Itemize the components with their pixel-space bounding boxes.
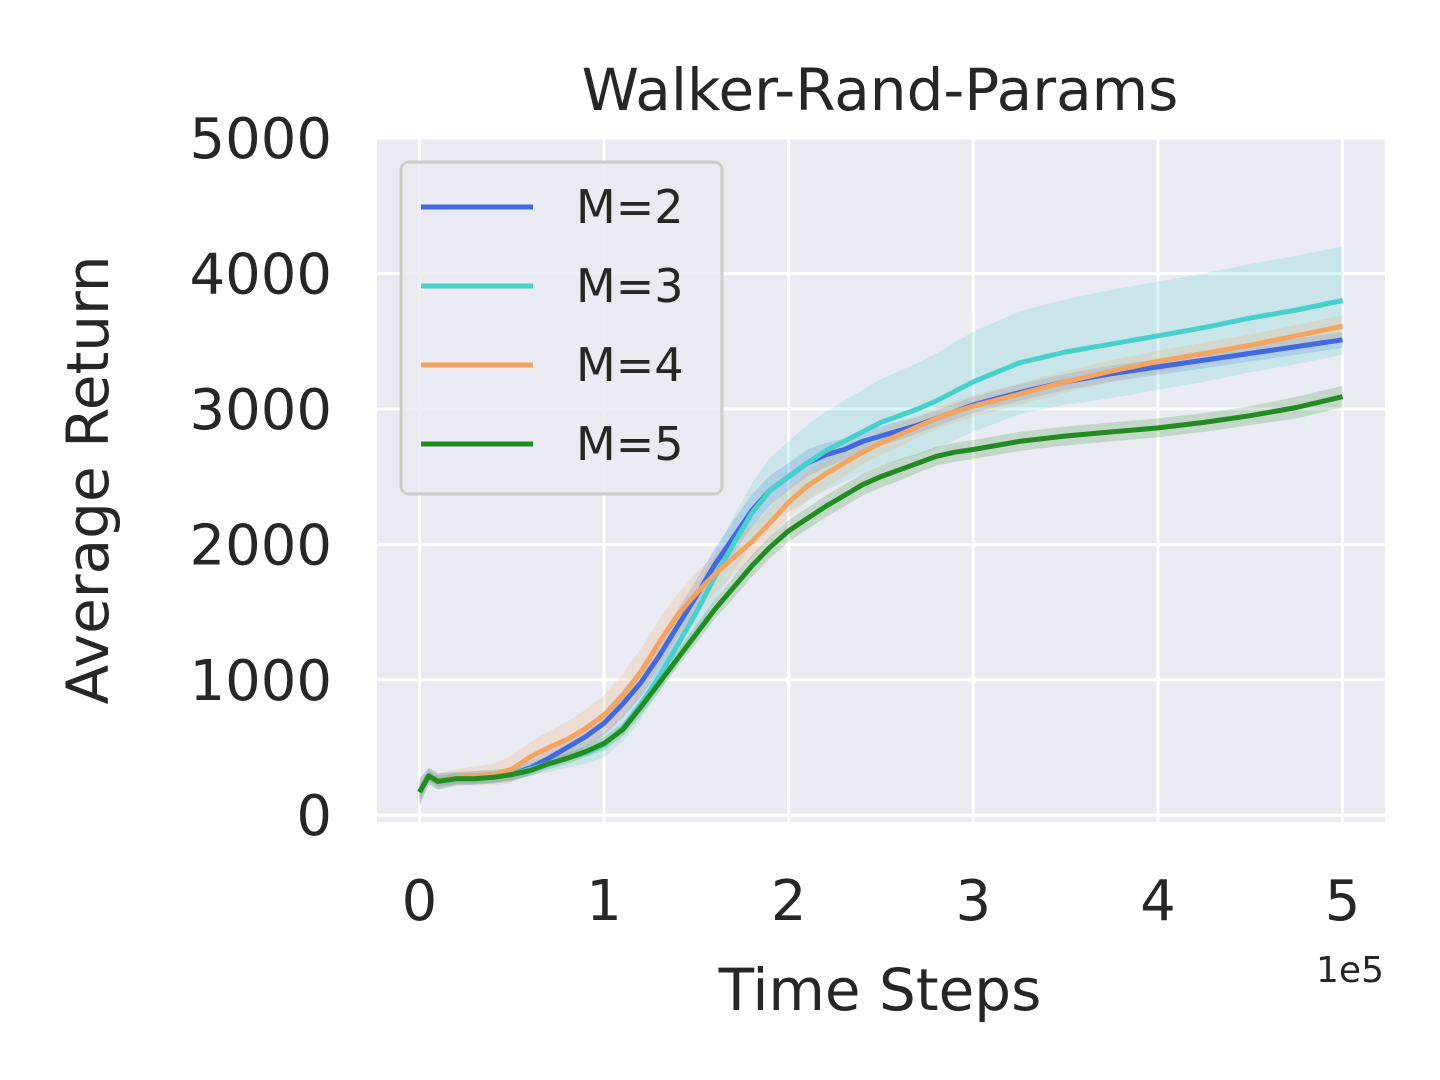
series-band-4 xyxy=(419,315,1343,806)
x-tick-label: 2 xyxy=(771,869,807,934)
legend-label: M=2 xyxy=(576,180,684,234)
y-tick-label: 3000 xyxy=(189,378,332,443)
series-band-3 xyxy=(419,246,1343,806)
x-tick-label: 0 xyxy=(402,869,438,934)
chart-title: Walker-Rand-Params xyxy=(582,56,1179,124)
series-line-5 xyxy=(417,394,1344,794)
y-tick-labels: 0 1000 2000 3000 4000 5000 xyxy=(189,107,332,849)
legend-label: M=4 xyxy=(576,338,684,392)
y-tick-label: 2000 xyxy=(189,513,332,578)
series-band-2 xyxy=(419,331,1343,806)
y-tick-label: 1000 xyxy=(189,649,332,714)
x-tick-label: 5 xyxy=(1325,869,1361,934)
y-tick-label: 5000 xyxy=(189,107,332,172)
legend-box xyxy=(399,160,724,496)
x-tick-label: 3 xyxy=(955,869,991,934)
legend-label: M=3 xyxy=(576,259,684,313)
x-axis-label: Time Steps xyxy=(718,956,1042,1024)
x-offset-label: 1e5 xyxy=(1316,950,1384,991)
legend: M=2 M=3 M=4 M=5 xyxy=(399,160,724,496)
series-lines xyxy=(417,298,1344,794)
y-tick-label: 4000 xyxy=(189,242,332,307)
x-tick-label: 4 xyxy=(1140,869,1176,934)
x-tick-labels: 0 1 2 3 4 5 xyxy=(402,869,1361,934)
y-axis-label: Average Return xyxy=(54,255,122,704)
x-tick-label: 1 xyxy=(586,869,622,934)
series-line-4 xyxy=(417,323,1344,794)
legend-label: M=5 xyxy=(576,417,684,471)
y-tick-label: 0 xyxy=(296,784,332,849)
